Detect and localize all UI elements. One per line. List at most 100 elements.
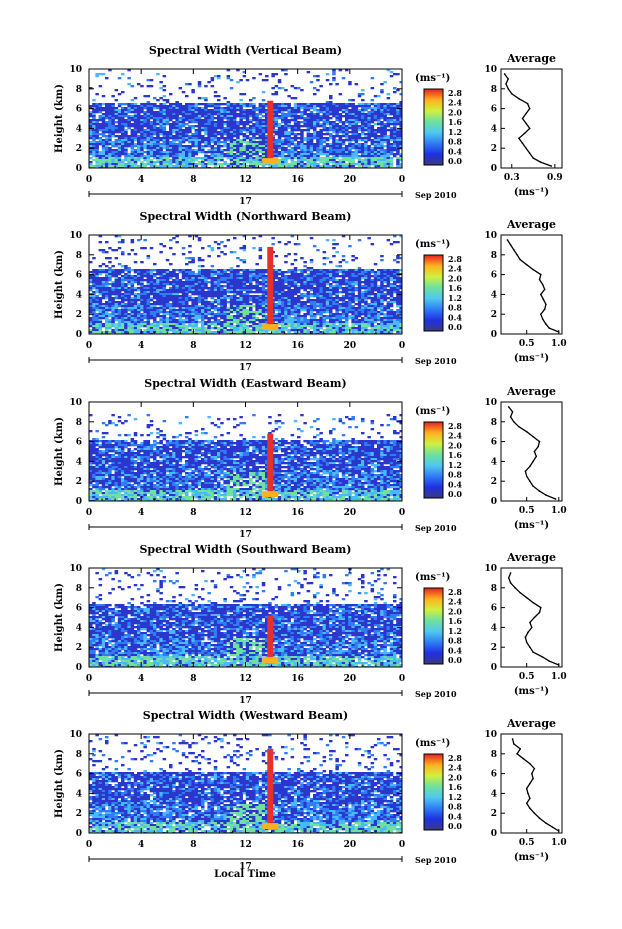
profile-frame bbox=[500, 733, 563, 834]
profile-y-tick-label: 2 bbox=[491, 809, 497, 819]
y-tick-label: 0 bbox=[76, 663, 82, 673]
profile-point bbox=[510, 92, 513, 95]
profile-y-tick-label: 0 bbox=[491, 663, 497, 673]
profile-point bbox=[525, 475, 528, 478]
x-tick-label: 20 bbox=[344, 175, 357, 185]
y-tick-label: 4 bbox=[76, 290, 82, 300]
profile-point bbox=[540, 273, 542, 276]
y-tick-label: 6 bbox=[76, 271, 82, 281]
profile-y-tick-label: 8 bbox=[491, 750, 497, 760]
profile-point bbox=[523, 132, 526, 135]
profile-y-tick-label: 6 bbox=[491, 770, 497, 780]
colorbar-tick-label: 1.6 bbox=[448, 117, 462, 127]
day-label: 17 bbox=[239, 696, 252, 706]
colorbar-tick-label: 1.2 bbox=[448, 127, 462, 137]
colorbar bbox=[424, 89, 443, 165]
colorbar-tick-label: 0.8 bbox=[448, 636, 462, 646]
x-axis-label: Local Time bbox=[214, 869, 276, 880]
profile-point bbox=[532, 157, 535, 159]
colorbar-frame bbox=[423, 753, 444, 831]
profile-point bbox=[519, 591, 522, 594]
profile-point bbox=[532, 777, 534, 780]
colorbar-tick-label: 1.2 bbox=[448, 626, 462, 636]
profile-point bbox=[545, 822, 547, 824]
y-axis-label: Height (km) bbox=[54, 417, 65, 486]
profile-line bbox=[504, 73, 552, 167]
y-tick-label: 0 bbox=[76, 330, 82, 340]
profile-point bbox=[531, 772, 533, 775]
x-tick-label: 0 bbox=[86, 508, 92, 518]
profile-point bbox=[528, 127, 531, 130]
date-label: Sep 2010 bbox=[415, 190, 457, 200]
profile-x-tick-label: 0.5 bbox=[519, 672, 535, 682]
profile-point bbox=[532, 268, 534, 271]
profile-x-tick-label: 1.0 bbox=[551, 672, 567, 682]
profile-point bbox=[532, 601, 534, 604]
profile-point bbox=[509, 416, 512, 418]
heatmap bbox=[89, 235, 402, 334]
profile-point bbox=[542, 298, 545, 301]
profile-point bbox=[503, 73, 506, 75]
panel-title: Spectral Width (Westward Beam) bbox=[143, 709, 348, 722]
panel-0: Spectral Width (Vertical Beam) 0 2 4 6 8 10 0 4 8… bbox=[54, 44, 563, 207]
panel-3: Spectral Width (Southward Beam) 0 2 4 6 8 10 0 4… bbox=[54, 543, 567, 706]
profile-point bbox=[540, 293, 542, 296]
panel-2: Spectral Width (Eastward Beam) 0 2 4 6 8 10 0 4 8… bbox=[54, 377, 567, 540]
colorbar-tick-label: 2.0 bbox=[448, 772, 462, 782]
profile-point bbox=[533, 616, 536, 619]
profile-y-tick-label: 10 bbox=[484, 398, 497, 408]
profile-y-tick-label: 6 bbox=[491, 105, 497, 115]
colorbar bbox=[424, 422, 443, 498]
panel-title: Spectral Width (Vertical Beam) bbox=[149, 44, 342, 57]
profile-point bbox=[529, 797, 531, 800]
profile-point bbox=[507, 577, 510, 579]
x-tick-label: 0 bbox=[399, 840, 405, 850]
colorbar-tick-label: 2.8 bbox=[448, 587, 462, 597]
y-tick-label: 10 bbox=[69, 65, 82, 75]
profile-point bbox=[525, 596, 528, 599]
profile-point bbox=[525, 430, 528, 433]
profile-point bbox=[525, 802, 528, 805]
colorbar bbox=[424, 255, 443, 331]
colorbar-tick-label: 2.8 bbox=[448, 421, 462, 431]
burst-base bbox=[262, 657, 279, 664]
day-label: 17 bbox=[239, 862, 252, 872]
y-tick-label: 4 bbox=[76, 124, 82, 134]
y-tick-label: 6 bbox=[76, 770, 82, 780]
colorbar-tick-label: 2.4 bbox=[448, 597, 462, 607]
profile-point bbox=[509, 582, 512, 584]
profile-y-tick-label: 8 bbox=[491, 584, 497, 594]
x-tick-label: 16 bbox=[291, 175, 304, 185]
profile-frame bbox=[500, 68, 563, 169]
profile-point bbox=[545, 494, 547, 496]
x-tick-label: 12 bbox=[239, 840, 252, 850]
day-label: 17 bbox=[239, 530, 252, 540]
x-tick-label: 8 bbox=[190, 175, 196, 185]
profile-point bbox=[545, 303, 547, 306]
profile-x-tick-label: 0.9 bbox=[547, 173, 563, 183]
heatmap bbox=[89, 734, 402, 833]
profile-point bbox=[532, 435, 534, 438]
colorbar-tick-label: 2.0 bbox=[448, 273, 462, 283]
profile-point bbox=[511, 738, 514, 740]
y-tick-label: 6 bbox=[76, 438, 82, 448]
y-tick-label: 10 bbox=[69, 564, 82, 574]
colorbar-unit: (ms⁻¹) bbox=[415, 406, 450, 417]
profile-x-tick-label: 0.5 bbox=[519, 339, 535, 349]
profile-line bbox=[508, 572, 560, 666]
profile-y-tick-label: 2 bbox=[491, 144, 497, 154]
profile-point bbox=[545, 323, 547, 325]
profile-y-tick-label: 10 bbox=[484, 564, 497, 574]
profile-point bbox=[528, 107, 531, 110]
profile-y-tick-label: 0 bbox=[491, 829, 497, 839]
colorbar-tick-label: 1.6 bbox=[448, 616, 462, 626]
profile-point bbox=[525, 122, 527, 125]
profile-y-tick-label: 10 bbox=[484, 65, 497, 75]
day-label: 17 bbox=[239, 197, 252, 207]
burst bbox=[267, 615, 274, 658]
profile-point bbox=[557, 331, 560, 333]
y-tick-label: 2 bbox=[76, 809, 82, 819]
profile-point bbox=[533, 450, 536, 453]
y-tick-label: 4 bbox=[76, 457, 82, 467]
profile-y-tick-label: 8 bbox=[491, 85, 497, 95]
